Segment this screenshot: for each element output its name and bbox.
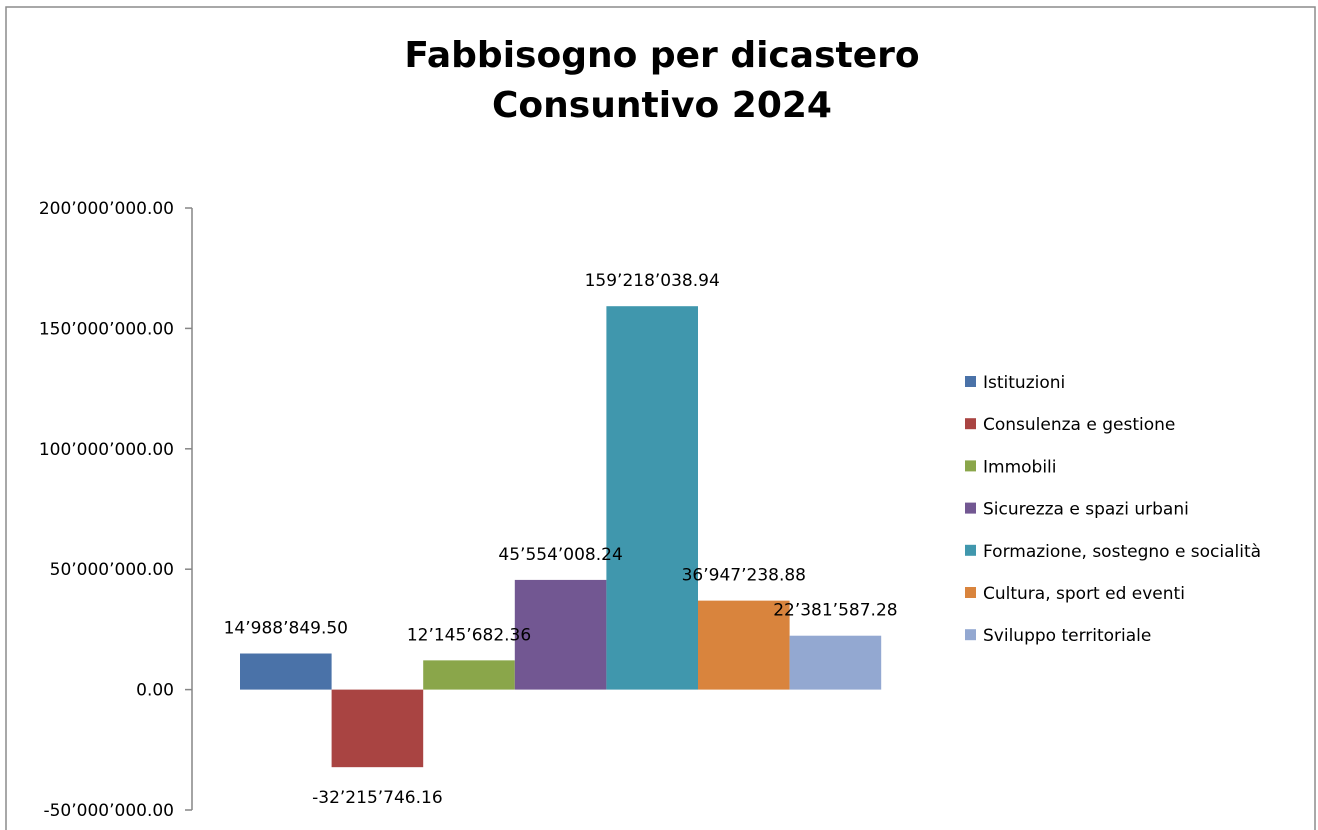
data-label-6: 36’947’238.88 bbox=[682, 566, 806, 586]
legend-swatch-6 bbox=[965, 587, 976, 598]
bar-5 bbox=[606, 306, 698, 690]
bar-7 bbox=[789, 635, 882, 690]
legend-label-7: Sviluppo territoriale bbox=[983, 626, 1151, 646]
legend-swatch-2 bbox=[965, 418, 976, 430]
legend-swatch-4 bbox=[965, 502, 976, 514]
bar-4 bbox=[514, 579, 607, 690]
y-tick-label: -50’000’000.00 bbox=[43, 801, 174, 821]
chart-title-line-2: Consuntivo 2024 bbox=[492, 85, 832, 126]
y-tick-label: 200’000’000.00 bbox=[39, 199, 174, 219]
legend-label-5: Formazione, sostegno e socialità bbox=[983, 542, 1261, 562]
data-label-3: 12’145’682.36 bbox=[407, 625, 531, 645]
bar-2 bbox=[331, 689, 424, 768]
data-label-5: 159’218’038.94 bbox=[585, 271, 720, 291]
y-tick-label: 0.00 bbox=[136, 681, 174, 701]
bar-6 bbox=[698, 600, 790, 690]
data-label-7: 22’381’587.28 bbox=[773, 601, 897, 621]
legend-label-4: Sicurezza e spazi urbani bbox=[983, 500, 1189, 520]
data-label-1: 14’988’849.50 bbox=[224, 619, 348, 639]
legend-swatch-7 bbox=[965, 629, 976, 641]
legend: Istituzioni Consulenza e gestione Immobili… bbox=[965, 373, 1261, 646]
y-axis: -50’000’000.00 0.00 50’000’000.00 100’000’0… bbox=[39, 199, 193, 821]
chart-title: Fabbisogno per dicastero Consuntivo 2024 bbox=[404, 35, 919, 126]
y-tick-label: 150’000’000.00 bbox=[39, 319, 174, 339]
y-tick-label: 100’000’000.00 bbox=[39, 440, 174, 460]
chart-title-line-1: Fabbisogno per dicastero bbox=[404, 35, 919, 76]
legend-swatch-5 bbox=[965, 544, 976, 556]
legend-label-2: Consulenza e gestione bbox=[983, 415, 1175, 435]
legend-label-1: Istituzioni bbox=[983, 373, 1065, 393]
y-tick-label: 50’000’000.00 bbox=[50, 560, 174, 580]
bar-1 bbox=[240, 653, 332, 690]
data-labels: 14’988’849.50 -32’215’746.16 12’145’682.36… bbox=[224, 271, 898, 808]
legend-swatch-1 bbox=[965, 376, 976, 387]
legend-label-6: Cultura, sport ed eventi bbox=[983, 584, 1185, 604]
bars bbox=[240, 306, 882, 768]
legend-swatch-3 bbox=[965, 460, 976, 472]
data-label-2: -32’215’746.16 bbox=[312, 788, 443, 808]
data-label-4: 45’554’008.24 bbox=[498, 545, 622, 565]
legend-label-3: Immobili bbox=[983, 457, 1057, 477]
bar-3 bbox=[423, 660, 515, 690]
